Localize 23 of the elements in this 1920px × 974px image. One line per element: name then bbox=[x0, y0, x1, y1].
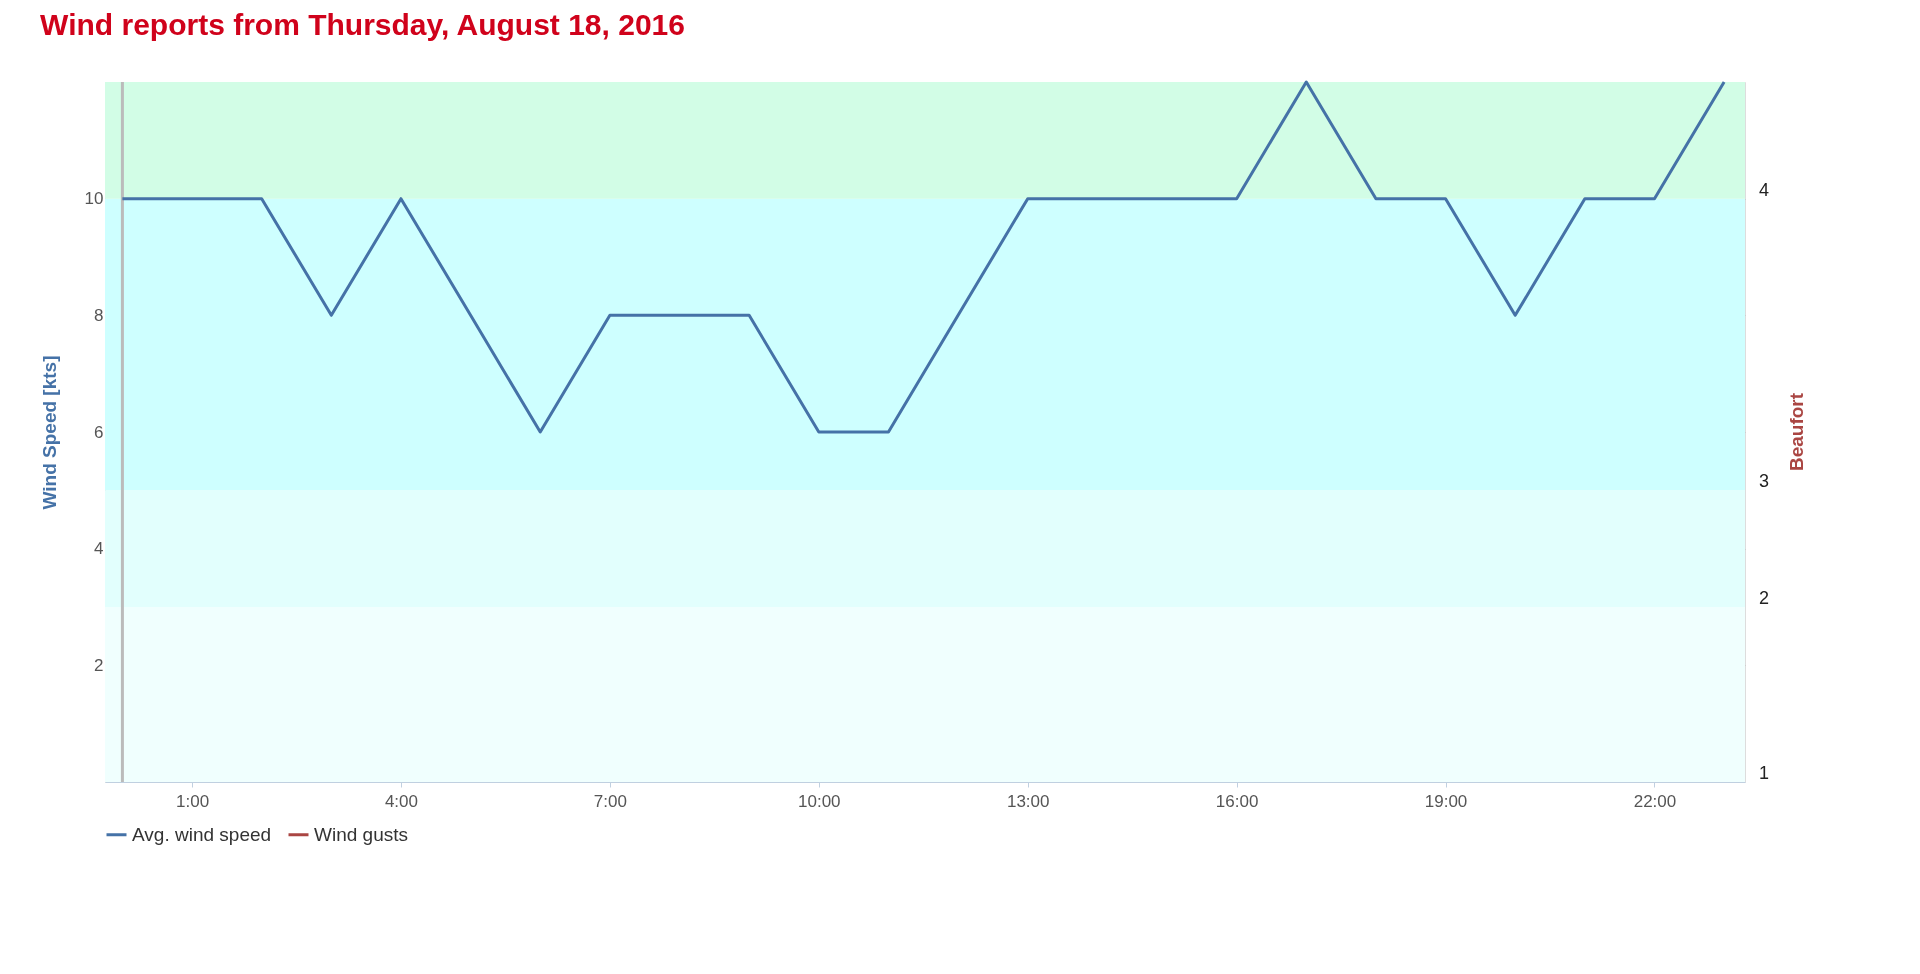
y-tick-label: 2 bbox=[94, 655, 104, 675]
y2-axis-title: Beaufort bbox=[1786, 392, 1807, 472]
x-tick-label: 13:00 bbox=[1006, 791, 1050, 811]
x-tick-label: 19:00 bbox=[1424, 791, 1468, 811]
line-series bbox=[120, 80, 1726, 434]
x-tick-label: 10:00 bbox=[798, 791, 841, 811]
band-label: 1 bbox=[1759, 763, 1770, 783]
y-tick-label: 10 bbox=[84, 189, 104, 209]
y-axis-title: Wind Speed [kts] bbox=[38, 355, 60, 510]
band-label: 2 bbox=[1759, 588, 1770, 608]
x-tick-label: 7:00 bbox=[593, 791, 627, 811]
legend-label: Wind gusts bbox=[314, 823, 408, 845]
x-tick-label: 22:00 bbox=[1633, 791, 1677, 811]
band-label: 4 bbox=[1759, 179, 1770, 200]
x-tick-label: 16:00 bbox=[1215, 791, 1259, 811]
y-tick-label: 6 bbox=[94, 422, 104, 442]
y-tick-label: 4 bbox=[94, 539, 104, 559]
band-label: 3 bbox=[1759, 471, 1770, 492]
x-tick-label: 1:00 bbox=[176, 791, 210, 811]
x-tick-label: 4:00 bbox=[384, 791, 419, 811]
y-tick-label: 8 bbox=[94, 305, 104, 325]
legend-label: Avg. wind speed bbox=[132, 823, 272, 845]
chart-title: Wind reports from Thursday, August 18, 2016 bbox=[40, 7, 685, 41]
